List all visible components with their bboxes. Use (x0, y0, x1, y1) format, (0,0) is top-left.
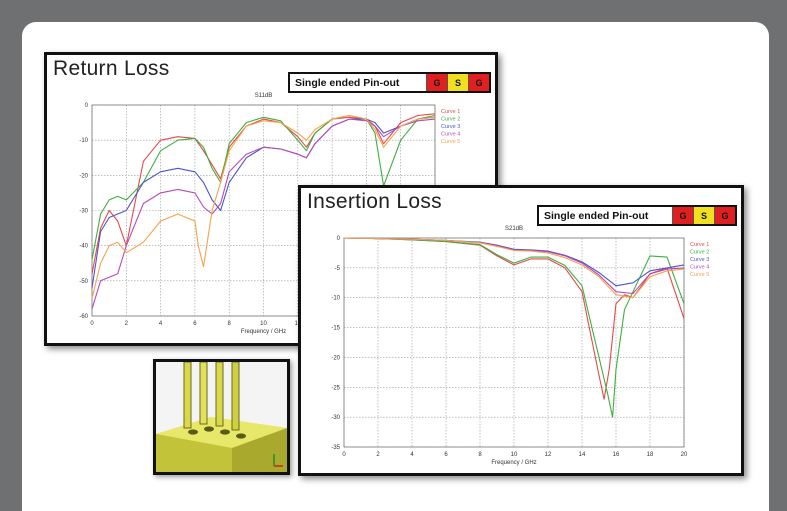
x-tick-label: 2 (125, 321, 129, 327)
x-axis-label: Frequency / GHz (241, 329, 286, 335)
legend-entry: Curve 3 (441, 124, 460, 130)
x-tick-label: 16 (613, 452, 620, 458)
y-tick-label: -30 (331, 415, 340, 421)
x-tick-label: 8 (478, 452, 482, 458)
pinout-cell-ground: G (672, 207, 693, 224)
y-tick-label: 0 (337, 236, 341, 242)
y-tick-label: -60 (79, 314, 88, 320)
insertion-loss-chart: S21dB 0 2 4 6 8 10 12 14 16 18 20 0 -5 -10 -15 -20 -25 -30… (331, 226, 709, 466)
y-tick-label: -5 (335, 266, 341, 272)
pinout-cell-ground: G (426, 74, 447, 91)
x-tick-label: 14 (579, 452, 586, 458)
y-tick-label: -35 (331, 445, 340, 451)
y-tick-label: -50 (79, 279, 88, 285)
insertion-loss-panel: S21dB 0 2 4 6 8 10 12 14 16 18 20 0 -5 -10 -15 -20 -25 -30… (298, 185, 744, 476)
pinout-cell-ground: G (714, 207, 735, 224)
series-line-2 (91, 114, 436, 260)
legend-entry: Curve 2 (441, 117, 460, 123)
connector-3d-model-image (153, 359, 290, 475)
y-tick-label: 0 (85, 103, 89, 109)
legend-entry: Curve 4 (441, 132, 460, 138)
y-tick-label: -10 (79, 138, 88, 144)
x-tick-label: 4 (159, 321, 163, 327)
x-tick-label: 18 (647, 452, 654, 458)
insertion-loss-title: Insertion Loss (307, 190, 442, 213)
y-tick-label: -30 (79, 209, 88, 215)
x-tick-label: 0 (90, 321, 94, 327)
chart-subtitle: S11dB (255, 93, 273, 99)
x-tick-label: 10 (511, 452, 518, 458)
legend-entry: Curve 1 (441, 109, 460, 115)
y-tick-label: -15 (331, 326, 340, 332)
series-line-5 (343, 237, 685, 299)
pinout-cell-ground: G (468, 74, 489, 91)
pinout-label: Single ended Pin-out (295, 76, 400, 89)
connector-3d-model-drawing (156, 361, 287, 472)
x-tick-label: 6 (193, 321, 197, 327)
chart-subtitle: S21dB (505, 226, 523, 232)
legend-entry: Curve 5 (441, 139, 460, 145)
return-loss-title: Return Loss (53, 57, 170, 80)
x-tick-label: 0 (342, 452, 346, 458)
x-tick-label: 12 (545, 452, 552, 458)
legend-entry: Curve 4 (690, 265, 709, 271)
pinout-box-return-loss: Single ended Pin-out G S G (288, 72, 491, 93)
x-axis-label: Frequency / GHz (491, 460, 536, 466)
y-tick-label: -20 (331, 355, 340, 361)
x-tick-label: 6 (444, 452, 448, 458)
series-line-4 (91, 118, 436, 310)
series-line-5 (91, 114, 436, 299)
x-tick-label: 8 (228, 321, 232, 327)
series-line-3 (91, 116, 436, 288)
y-tick-label: -20 (79, 173, 88, 179)
legend-entry: Curve 2 (690, 250, 709, 256)
pinout-cell-signal: S (693, 207, 714, 224)
x-tick-label: 2 (376, 452, 380, 458)
y-tick-label: -25 (331, 385, 340, 391)
pinout-label: Single ended Pin-out (544, 209, 649, 222)
x-tick-label: 4 (410, 452, 414, 458)
x-tick-label: 10 (260, 321, 267, 327)
legend-entry: Curve 3 (690, 257, 709, 263)
y-tick-label: -10 (331, 296, 340, 302)
legend-entry: Curve 5 (690, 272, 709, 278)
pinout-cell-signal: S (447, 74, 468, 91)
y-tick-label: -40 (79, 244, 88, 250)
pinout-box-insertion-loss: Single ended Pin-out G S G (537, 205, 737, 226)
plot-area-border (343, 237, 685, 448)
x-tick-label: 20 (681, 452, 688, 458)
legend-entry: Curve 1 (690, 242, 709, 248)
